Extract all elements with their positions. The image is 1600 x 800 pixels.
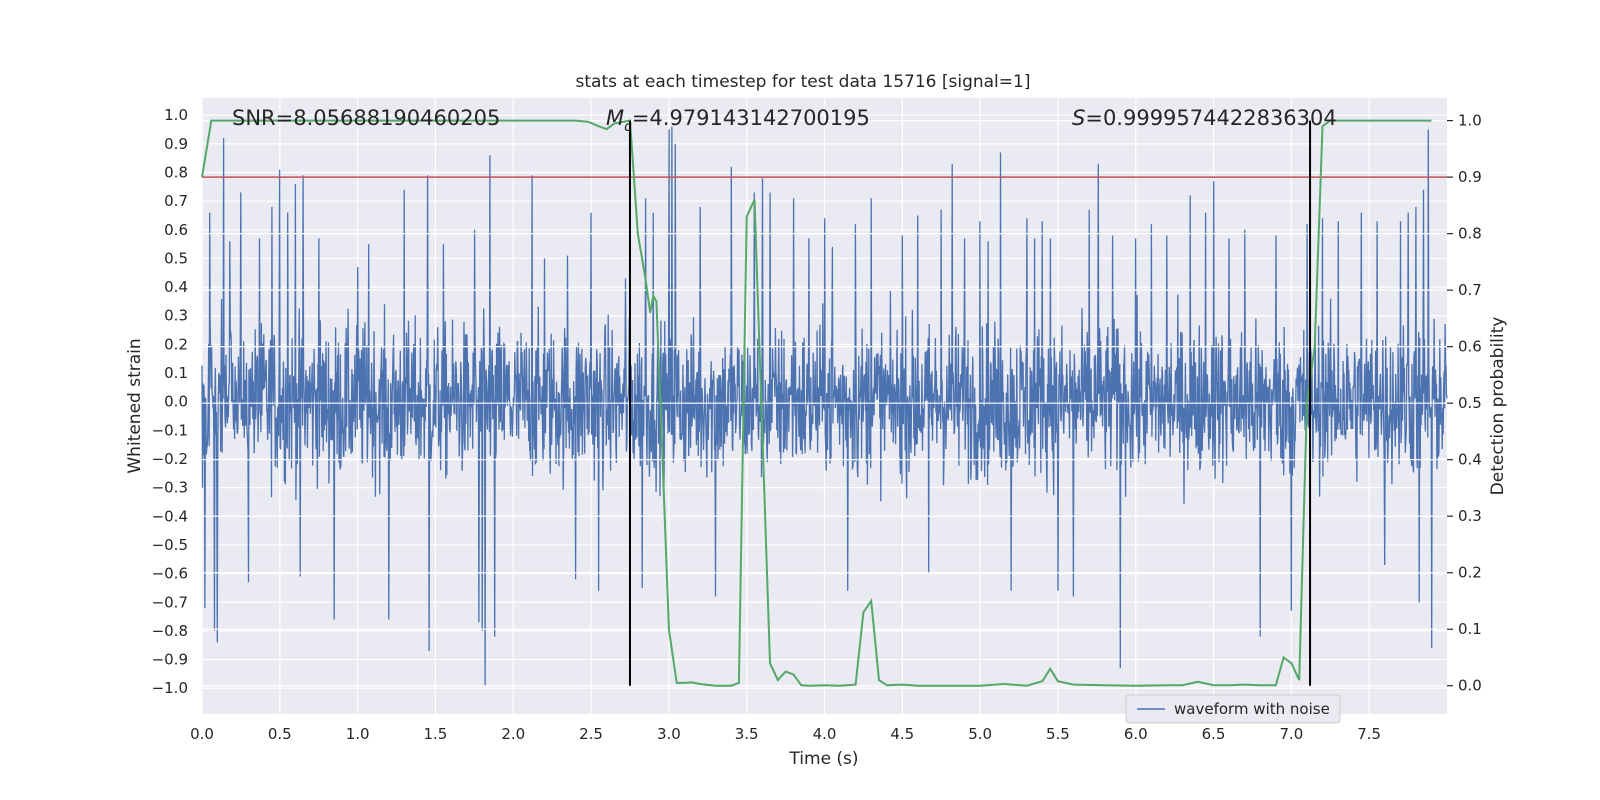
x-tick-label: 1.5 <box>424 725 448 743</box>
left-y-tick-label: 0.3 <box>164 307 188 325</box>
left-y-axis-ticks: 1.0 0.9 0.8 0.7 0.6 0.5 0.4 0.3 0.2 0.1 0.0 −0.1 −0.… <box>152 106 188 697</box>
left-y-tick-label: −0.8 <box>152 622 188 640</box>
x-tick-label: 7.0 <box>1279 725 1303 743</box>
right-y-tick-label: 0.0 <box>1458 677 1482 695</box>
left-y-tick-label: −0.5 <box>152 536 188 554</box>
x-axis-ticks: 0.0 0.5 1.0 1.5 2.0 2.5 3.0 3.5 4.0 4.5 5.0 5.5 6.0 6… <box>190 725 1381 743</box>
left-y-tick-label: 0.7 <box>164 192 188 210</box>
left-y-tick-label: −0.9 <box>152 651 188 669</box>
left-y-tick-label: 0.6 <box>164 221 188 239</box>
right-y-tick-label: 1.0 <box>1458 112 1482 130</box>
chirp-mass-subscript: c <box>624 119 632 135</box>
left-y-tick-label: −0.4 <box>152 507 188 525</box>
left-y-tick-label: 0.8 <box>164 163 188 181</box>
x-tick-label: 4.5 <box>890 725 914 743</box>
score-value: =0.9999574422836304 <box>1085 106 1336 130</box>
right-y-tick-label: 0.7 <box>1458 281 1482 299</box>
left-y-tick-label: 0.4 <box>164 278 188 296</box>
left-y-tick-label: 0.9 <box>164 135 188 153</box>
right-y-tick-label: 0.6 <box>1458 338 1482 356</box>
x-axis-label: Time (s) <box>788 749 858 769</box>
x-tick-label: 6.5 <box>1202 725 1226 743</box>
left-y-tick-label: −0.7 <box>152 593 188 611</box>
left-y-tick-label: 0.0 <box>164 393 188 411</box>
x-tick-label: 2.5 <box>579 725 603 743</box>
left-y-tick-label: 1.0 <box>164 106 188 124</box>
right-y-tick-label: 0.3 <box>1458 507 1482 525</box>
right-y-axis-label: Detection probability <box>1488 317 1508 496</box>
x-tick-label: 7.5 <box>1357 725 1381 743</box>
left-y-tick-label: −0.3 <box>152 479 188 497</box>
left-y-tick-label: −1.0 <box>152 679 188 697</box>
waveform-series <box>201 126 1448 686</box>
x-tick-label: 5.5 <box>1046 725 1070 743</box>
right-y-tick-label: 0.5 <box>1458 394 1482 412</box>
left-y-tick-label: 0.5 <box>164 249 188 267</box>
left-y-tick-label: 0.2 <box>164 335 188 353</box>
left-y-tick-label: −0.6 <box>152 565 188 583</box>
chirp-mass-value: =4.979143142700195 <box>632 106 870 130</box>
legend-box <box>1125 694 1341 724</box>
x-tick-label: 4.0 <box>813 725 837 743</box>
legend-label: waveform with noise <box>1174 700 1330 718</box>
score-symbol: S <box>1072 106 1085 130</box>
right-y-tick-label: 0.4 <box>1458 451 1482 469</box>
left-y-tick-label: −0.1 <box>152 421 188 439</box>
left-y-tick-label: −0.2 <box>152 450 188 468</box>
right-y-tick-label: 0.2 <box>1458 564 1482 582</box>
x-tick-label: 0.0 <box>190 725 214 743</box>
score-annotation: S=0.9999574422836304 <box>1072 106 1337 130</box>
x-tick-label: 6.0 <box>1124 725 1148 743</box>
x-tick-label: 0.5 <box>268 725 292 743</box>
detection-probability-line <box>201 119 1432 687</box>
right-y-tick-label: 0.1 <box>1458 620 1482 638</box>
chirp-mass-annotation: Mc=4.979143142700195 <box>606 106 870 135</box>
waveform-line <box>201 126 1448 686</box>
left-y-tick-label: 0.1 <box>164 364 188 382</box>
chart-title: stats at each timestep for test data 157… <box>576 72 1031 92</box>
legend: waveform with noise <box>1125 694 1341 724</box>
vertical-markers <box>628 120 1312 686</box>
x-tick-label: 3.0 <box>657 725 681 743</box>
x-tick-label: 2.0 <box>501 725 525 743</box>
chirp-mass-symbol: M <box>606 106 624 130</box>
x-tick-label: 5.0 <box>968 725 992 743</box>
right-y-tick-label: 0.8 <box>1458 225 1482 243</box>
x-tick-label: 1.0 <box>346 725 370 743</box>
left-y-axis-label: Whitened strain <box>125 338 145 473</box>
right-y-axis-ticks: 1.0 0.9 0.8 0.7 0.6 0.5 0.4 0.3 0.2 0.1 0.0 <box>1447 112 1482 695</box>
snr-annotation: SNR=8.05688190460205 <box>232 106 500 130</box>
probability-layer <box>201 119 1447 687</box>
right-y-tick-label: 0.9 <box>1458 168 1482 186</box>
x-tick-label: 3.5 <box>735 725 759 743</box>
